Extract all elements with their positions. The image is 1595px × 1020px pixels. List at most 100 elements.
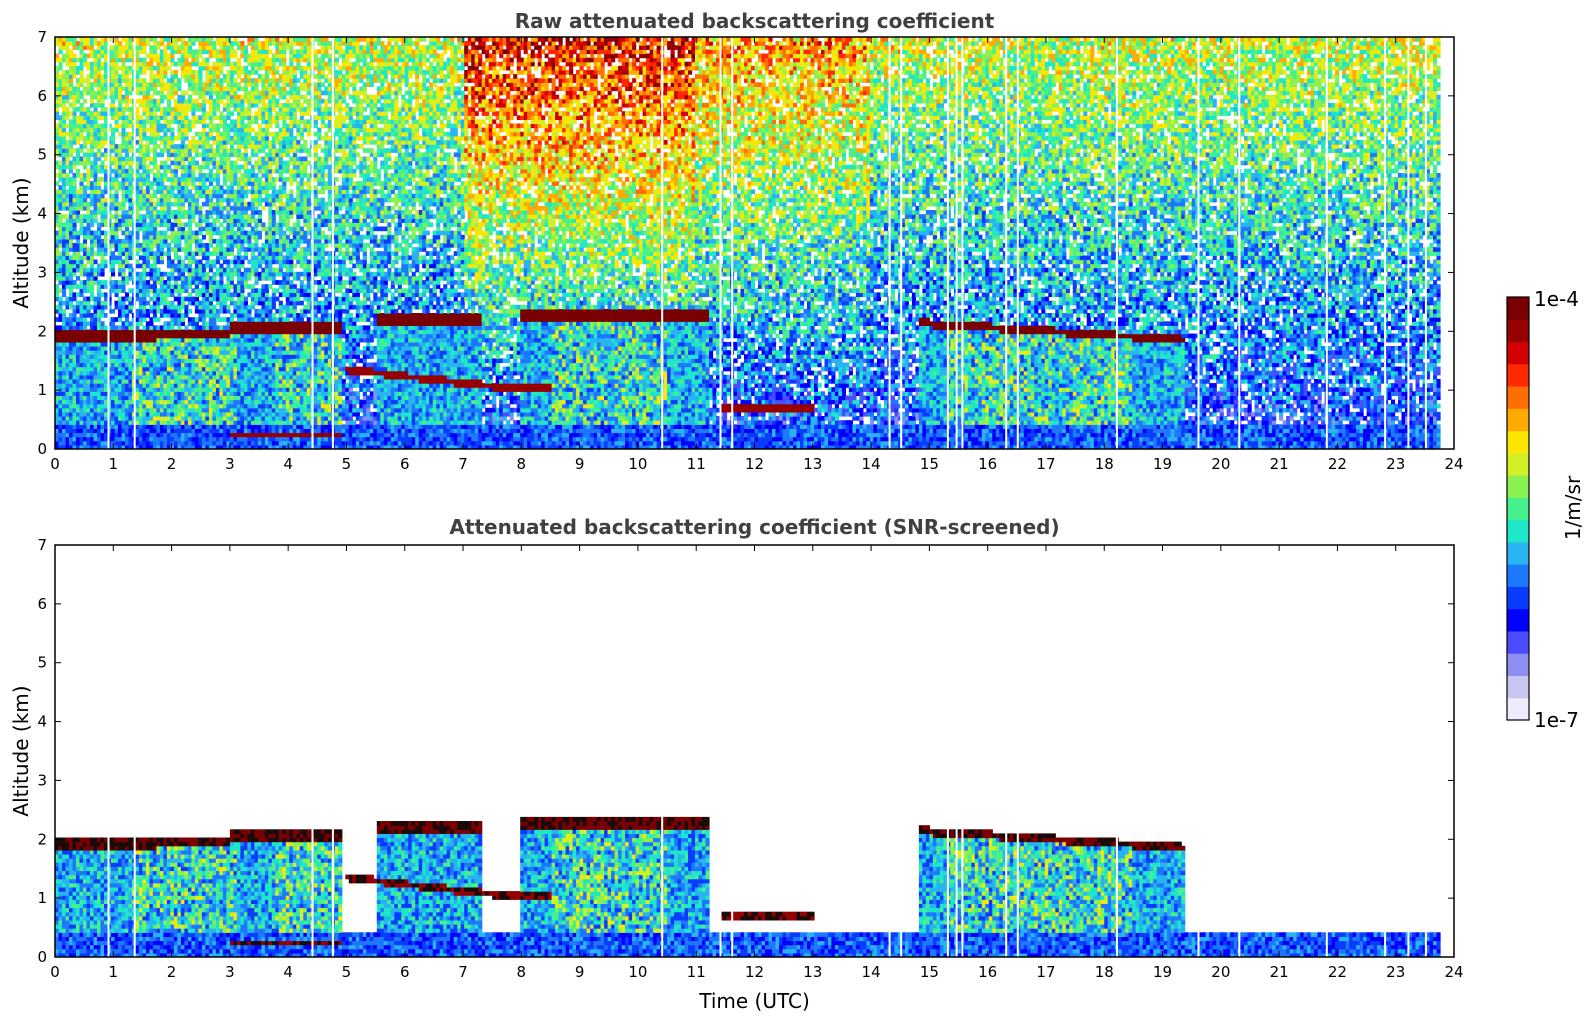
heat-cell <box>90 123 95 129</box>
heat-cell <box>104 329 109 335</box>
heat-cell <box>135 131 140 137</box>
heat-cell <box>90 341 95 347</box>
heat-cell <box>145 189 150 195</box>
heat-cell <box>156 222 161 228</box>
heat-cell <box>86 296 91 302</box>
heat-cell <box>215 98 220 104</box>
heat-cell <box>55 284 60 289</box>
heat-cell <box>72 296 77 302</box>
heat-cell <box>222 337 227 343</box>
heat-cell <box>86 131 91 137</box>
heat-cell <box>212 111 217 116</box>
heat-cell <box>72 197 77 203</box>
heat-cell <box>90 222 95 228</box>
heat-cell <box>121 271 126 277</box>
heat-cell <box>250 205 255 211</box>
heat-cell <box>125 395 130 401</box>
heat-cell <box>240 313 245 318</box>
heat-cell <box>222 284 227 289</box>
heat-cell <box>177 102 182 108</box>
heat-cell <box>62 115 67 120</box>
heat-cell <box>72 86 77 92</box>
heat-cell <box>170 82 175 87</box>
heat-cell <box>187 383 192 388</box>
heat-cell <box>107 222 112 228</box>
heat-cell <box>128 362 133 368</box>
heat-cell <box>55 358 60 364</box>
heat-cell <box>159 123 164 129</box>
heat-cell <box>135 164 140 170</box>
heat-cell <box>194 399 199 405</box>
heat-cell <box>83 247 88 252</box>
heat-cell <box>236 168 241 174</box>
heat-cell <box>215 444 220 449</box>
heat-cell <box>114 304 119 310</box>
heat-cell <box>79 416 84 421</box>
heat-cell <box>170 226 175 232</box>
heat-cell <box>107 436 112 442</box>
heat-cell <box>97 420 102 425</box>
heat-cell <box>118 362 123 368</box>
heat-cell <box>156 391 161 396</box>
heat-cell <box>194 362 199 368</box>
heat-cell <box>191 86 196 92</box>
heat-cell <box>166 411 171 417</box>
heat-cell <box>243 436 248 442</box>
heat-cell <box>236 123 241 129</box>
heat-cell <box>177 210 182 215</box>
heat-cell <box>222 374 227 380</box>
heat-cell <box>76 263 81 269</box>
heat-cell <box>149 102 154 108</box>
heat-cell <box>125 115 130 120</box>
heat-cell <box>72 177 77 182</box>
heat-cell <box>76 86 81 92</box>
heat-cell <box>159 284 164 289</box>
heat-cell <box>100 98 105 104</box>
heat-cell <box>104 350 109 355</box>
heat-cell <box>159 238 164 244</box>
heat-cell <box>69 197 74 203</box>
heat-cell <box>177 304 182 310</box>
heat-cell <box>128 304 133 310</box>
heat-cell <box>100 49 105 55</box>
heat-cell <box>55 98 60 104</box>
heat-cell <box>229 366 234 372</box>
heat-cell <box>83 354 88 359</box>
heat-cell <box>166 444 171 449</box>
heat-cell <box>83 255 88 261</box>
heat-cell <box>233 420 238 425</box>
heat-cell <box>152 370 157 376</box>
heat-cell <box>201 37 206 42</box>
heat-cell <box>104 70 109 75</box>
heat-cell <box>107 37 112 42</box>
heat-cell <box>180 61 185 67</box>
heat-cell <box>194 131 199 137</box>
heat-cell <box>62 403 67 409</box>
heat-cell <box>83 164 88 170</box>
heat-cell <box>233 222 238 228</box>
heat-cell <box>180 41 185 46</box>
heat-cell <box>72 214 77 219</box>
heat-cell <box>69 57 74 63</box>
heat-cell <box>187 45 192 50</box>
heat-cell <box>226 205 231 211</box>
heat-cell <box>83 234 88 240</box>
heat-cell <box>65 379 70 384</box>
heat-cell <box>184 428 189 434</box>
heat-cell <box>152 45 157 50</box>
heat-cell <box>121 185 126 190</box>
heat-cell <box>58 164 63 170</box>
heat-cell <box>55 53 60 59</box>
heat-cell <box>201 308 206 314</box>
heat-cell <box>170 321 175 326</box>
heat-cell <box>100 350 105 355</box>
heat-cell <box>208 370 213 376</box>
heat-cell <box>118 251 123 256</box>
heat-cell <box>107 308 112 314</box>
heat-cell <box>135 387 140 392</box>
heat-cell <box>212 238 217 244</box>
heat-cell <box>69 185 74 190</box>
heat-cell <box>135 78 140 83</box>
heat-cell <box>145 156 150 162</box>
heat-cell <box>55 407 60 413</box>
